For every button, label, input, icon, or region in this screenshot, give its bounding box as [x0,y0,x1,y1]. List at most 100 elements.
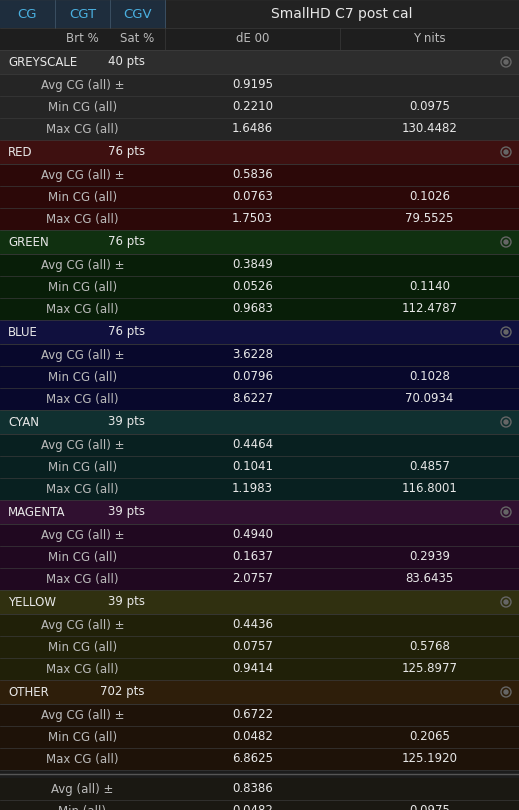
Circle shape [504,150,508,154]
Text: 0.4940: 0.4940 [232,528,273,542]
Text: Avg CG (all) ±: Avg CG (all) ± [41,79,124,92]
Bar [0,614,519,636]
Circle shape [504,690,508,694]
Text: 0.4857: 0.4857 [409,461,450,474]
Text: 39 pts: 39 pts [108,595,145,608]
Text: MAGENTA: MAGENTA [8,505,65,518]
Bar [0,800,519,810]
Text: 0.0975: 0.0975 [409,100,450,113]
Text: GREYSCALE: GREYSCALE [8,56,77,69]
Text: 70.0934: 70.0934 [405,393,454,406]
Text: Min CG (all): Min CG (all) [48,190,117,203]
Bar [0,118,519,140]
Bar [0,320,519,344]
Circle shape [504,510,508,514]
Bar [165,0,519,28]
Bar [0,778,519,800]
Text: Min CG (all): Min CG (all) [48,370,117,383]
Bar [0,546,519,568]
Text: Max CG (all): Max CG (all) [46,393,119,406]
Bar [0,50,519,74]
Text: 40 pts: 40 pts [108,56,145,69]
Circle shape [504,420,508,424]
Text: 39 pts: 39 pts [108,505,145,518]
Text: 0.1026: 0.1026 [409,190,450,203]
Bar [0,434,519,456]
Text: 0.4436: 0.4436 [232,619,273,632]
Text: RED: RED [8,146,33,159]
Bar [0,366,519,388]
Text: YELLOW: YELLOW [8,595,56,608]
Text: Max CG (all): Max CG (all) [46,483,119,496]
Text: Min CG (all): Min CG (all) [48,551,117,564]
Text: 0.5836: 0.5836 [232,168,273,181]
Text: 0.8386: 0.8386 [232,782,273,795]
Bar [0,568,519,590]
Text: Min CG (all): Min CG (all) [48,461,117,474]
Text: 0.0796: 0.0796 [232,370,273,383]
Text: Avg CG (all) ±: Avg CG (all) ± [41,709,124,722]
Bar [0,524,519,546]
Text: 1.6486: 1.6486 [232,122,273,135]
Bar [0,74,519,96]
Bar [0,186,519,208]
Bar [0,748,519,770]
Circle shape [504,240,508,244]
Text: 0.2210: 0.2210 [232,100,273,113]
Text: Avg (all) ±: Avg (all) ± [51,782,114,795]
Text: 0.9195: 0.9195 [232,79,273,92]
Bar [0,726,519,748]
Text: 702 pts: 702 pts [101,685,145,698]
Text: Max CG (all): Max CG (all) [46,663,119,676]
Text: Avg CG (all) ±: Avg CG (all) ± [41,528,124,542]
Text: 83.6435: 83.6435 [405,573,454,586]
Bar [0,478,519,500]
Text: 0.3849: 0.3849 [232,258,273,271]
Text: Avg CG (all) ±: Avg CG (all) ± [41,168,124,181]
Bar [0,28,519,50]
Text: 0.1140: 0.1140 [409,280,450,293]
Bar [0,388,519,410]
Bar [0,298,519,320]
Text: Max CG (all): Max CG (all) [46,302,119,316]
Text: 6.8625: 6.8625 [232,752,273,765]
Bar [0,276,519,298]
Text: Max CG (all): Max CG (all) [46,212,119,225]
Text: CG: CG [18,7,37,20]
Text: Avg CG (all) ±: Avg CG (all) ± [41,348,124,361]
Text: 0.0975: 0.0975 [409,804,450,810]
Text: 0.1637: 0.1637 [232,551,273,564]
Text: dE 00: dE 00 [236,32,269,45]
Text: 8.6227: 8.6227 [232,393,273,406]
Text: BLUE: BLUE [8,326,38,339]
Bar [0,500,519,524]
Text: Min CG (all): Min CG (all) [48,731,117,744]
Circle shape [504,600,508,604]
Bar [0,0,165,28]
Bar [0,140,519,164]
Text: 0.9683: 0.9683 [232,302,273,316]
Text: CGV: CGV [123,7,152,20]
Text: Min CG (all): Min CG (all) [48,280,117,293]
Bar [0,636,519,658]
Text: 79.5525: 79.5525 [405,212,454,225]
Bar [0,704,519,726]
Bar [0,208,519,230]
Bar [0,590,519,614]
Text: 125.8977: 125.8977 [402,663,458,676]
Text: 76 pts: 76 pts [108,326,145,339]
Text: SmallHD C7 post cal: SmallHD C7 post cal [271,7,413,21]
Bar [0,658,519,680]
Text: 0.0526: 0.0526 [232,280,273,293]
Text: 0.1028: 0.1028 [409,370,450,383]
Text: CYAN: CYAN [8,416,39,428]
Text: 1.7503: 1.7503 [232,212,273,225]
Text: 125.1920: 125.1920 [402,752,458,765]
Text: 0.0482: 0.0482 [232,804,273,810]
Text: Min CG (all): Min CG (all) [48,641,117,654]
Text: Avg CG (all) ±: Avg CG (all) ± [41,438,124,451]
Text: CGT: CGT [69,7,96,20]
Text: 1.1983: 1.1983 [232,483,273,496]
Text: 112.4787: 112.4787 [401,302,458,316]
Bar [0,164,519,186]
